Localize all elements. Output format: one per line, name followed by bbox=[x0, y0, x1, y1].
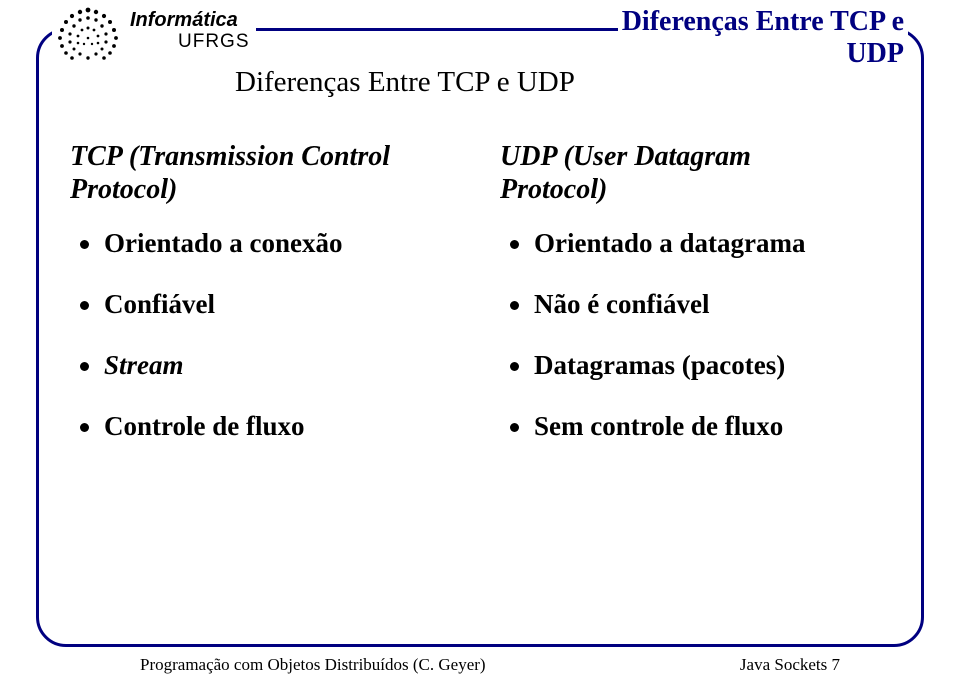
tcp-heading-line1: TCP (Transmission Control bbox=[70, 140, 460, 173]
udp-heading-line2: Protocol) bbox=[500, 173, 890, 206]
tcp-heading-line2: Protocol) bbox=[70, 173, 460, 206]
content-columns: TCP (Transmission Control Protocol) Orie… bbox=[70, 140, 890, 472]
logo-line1: Informática bbox=[130, 10, 250, 30]
list-item: Não é confiável bbox=[510, 289, 890, 320]
right-column: UDP (User Datagram Protocol) Orientado a… bbox=[500, 140, 890, 472]
footer-right: Java Sockets 7 bbox=[740, 655, 840, 675]
udp-heading-line1: UDP (User Datagram bbox=[500, 140, 890, 173]
slide-subtitle: Diferenças Entre TCP e UDP bbox=[235, 66, 575, 99]
udp-heading: UDP (User Datagram Protocol) bbox=[500, 140, 890, 206]
list-item: Datagramas (pacotes) bbox=[510, 350, 890, 381]
udp-bullets: Orientado a datagrama Não é confiável Da… bbox=[500, 228, 890, 442]
slide-title-line2: UDP bbox=[622, 38, 904, 70]
slide-title-line1: Diferenças Entre TCP e bbox=[622, 6, 904, 38]
list-item: Orientado a datagrama bbox=[510, 228, 890, 259]
list-item: Sem controle de fluxo bbox=[510, 411, 890, 442]
tcp-heading: TCP (Transmission Control Protocol) bbox=[70, 140, 460, 206]
list-item: Controle de fluxo bbox=[80, 411, 460, 442]
logo-graphic bbox=[52, 6, 124, 62]
list-item: Confiável bbox=[80, 289, 460, 320]
slide-footer: Programação com Objetos Distribuídos (C.… bbox=[0, 655, 960, 675]
logo-text: Informática UFRGS bbox=[130, 10, 250, 51]
slide-title: Diferenças Entre TCP e UDP bbox=[618, 6, 908, 70]
list-item: Stream bbox=[80, 350, 460, 381]
footer-left: Programação com Objetos Distribuídos (C.… bbox=[140, 655, 486, 675]
list-item: Orientado a conexão bbox=[80, 228, 460, 259]
institution-logo: Informática UFRGS bbox=[52, 6, 256, 62]
logo-line2: UFRGS bbox=[178, 32, 250, 51]
tcp-bullets: Orientado a conexão Confiável Stream Con… bbox=[70, 228, 460, 442]
left-column: TCP (Transmission Control Protocol) Orie… bbox=[70, 140, 460, 472]
